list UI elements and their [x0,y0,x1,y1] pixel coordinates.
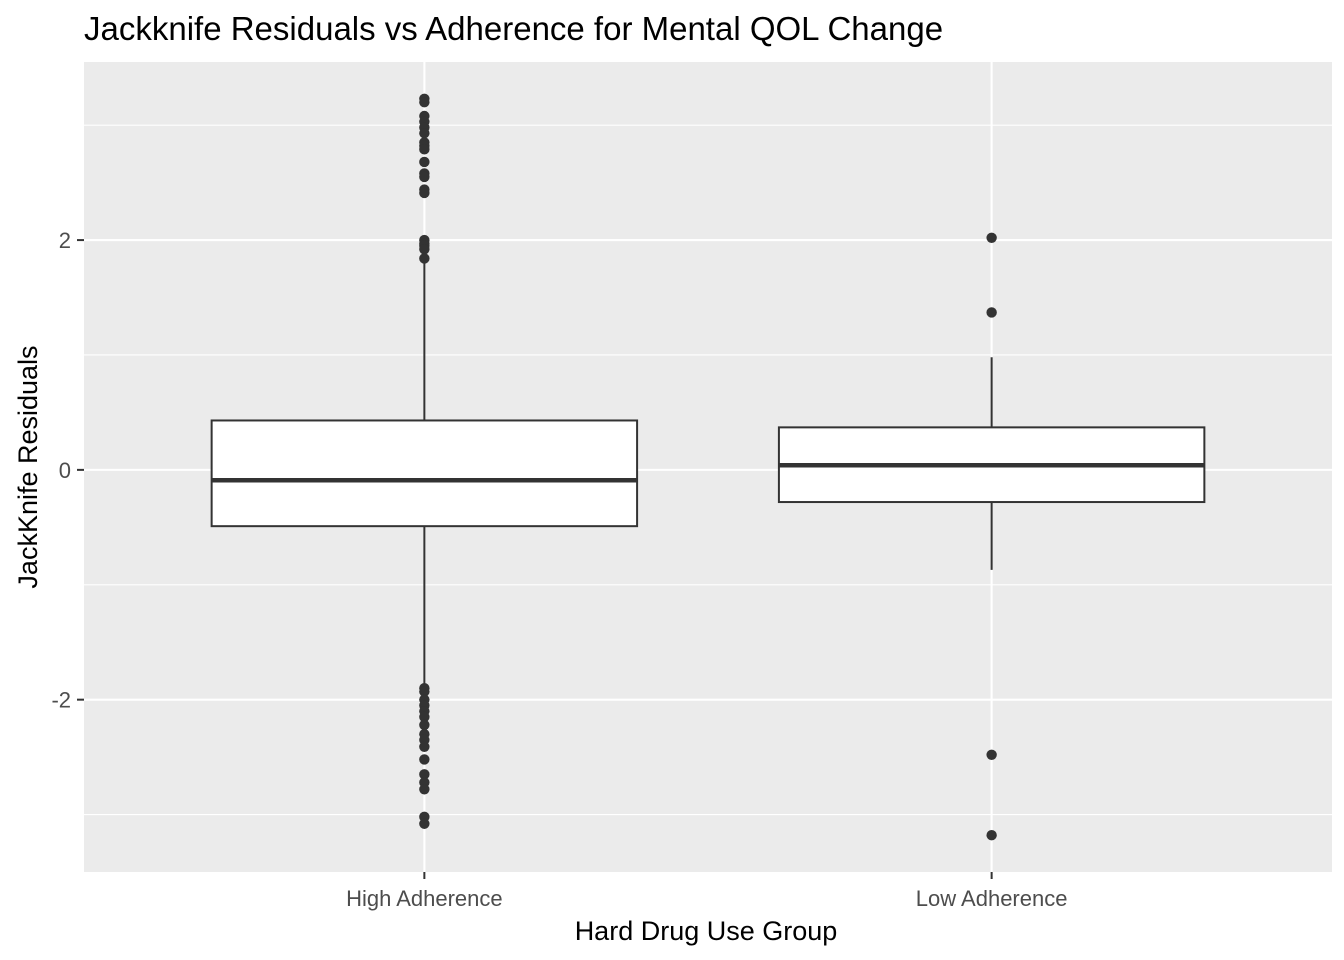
box-high-adherence [210,259,639,685]
outlier-point [419,711,430,723]
outlier-point [419,97,430,108]
outlier-point [419,128,430,139]
outliers-layer [419,93,997,841]
outlier-point [986,307,997,318]
iqr-box [210,419,639,528]
outlier-point [419,156,430,168]
y-tick-label: -2 [51,688,71,713]
outlier-point [419,244,430,255]
y-tick-label: 2 [59,228,71,253]
outlier-point [419,754,430,765]
boxes-layer [210,259,1206,685]
minor-gridlines [84,124,1332,816]
outlier-point [419,784,430,795]
outlier-point [419,187,430,199]
x-axis: High Adherence Low Adherence [346,872,1067,911]
chart-title: Jackknife Residuals vs Adherence for Men… [84,10,943,47]
x-tick-label: Low Adherence [916,886,1068,911]
outlier-point [419,818,430,829]
y-axis: -2 0 2 [51,228,84,713]
outlier-point [419,719,430,731]
outlier-point [419,686,430,697]
y-axis-title: JackKnife Residuals [13,345,43,588]
box-low-adherence [777,357,1206,570]
outlier-point [419,769,430,780]
x-axis-title: Hard Drug Use Group [575,916,838,946]
outlier-point [986,830,997,841]
outlier-point [419,253,430,264]
outlier-point [419,144,430,155]
outlier-point [986,232,997,243]
x-tick-label: High Adherence [346,886,503,911]
outlier-point [419,171,430,183]
outlier-point [986,749,997,761]
y-tick-label: 0 [59,458,71,483]
outlier-point [419,741,430,752]
